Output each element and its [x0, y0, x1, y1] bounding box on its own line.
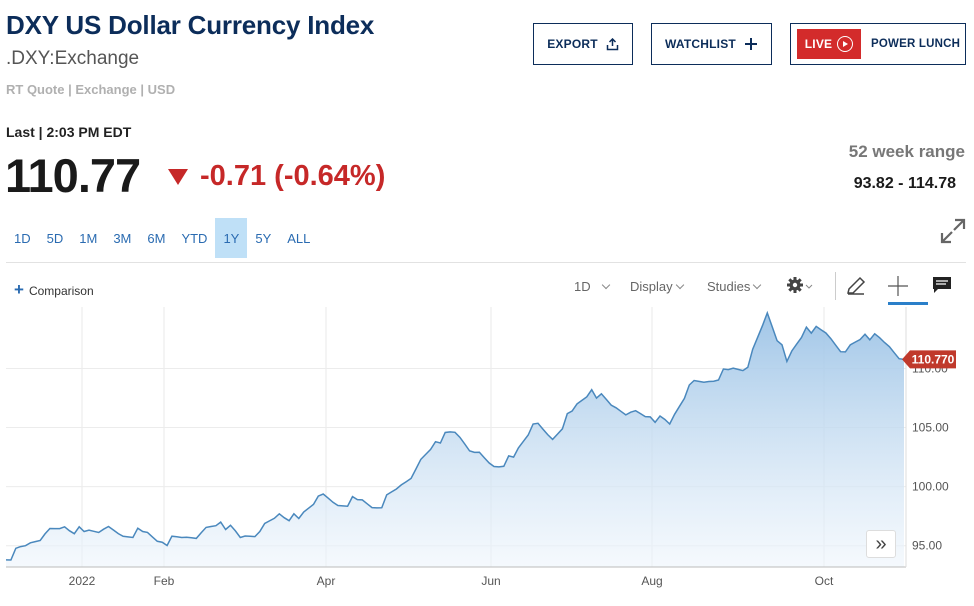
- comparison-label: Comparison: [28, 284, 94, 298]
- last-trade-time: Last | 2:03 PM EDT: [6, 124, 132, 140]
- display-label: Display: [630, 279, 673, 294]
- x-tick-label: Oct: [815, 574, 834, 588]
- price-area: [6, 312, 904, 567]
- plus-icon: [744, 37, 758, 51]
- range-tab-all[interactable]: ALL: [287, 230, 311, 246]
- chart-toolbar: + Comparison 1D Display Studies: [6, 268, 966, 305]
- crosshair-icon[interactable]: [886, 274, 910, 298]
- display-dropdown[interactable]: Display: [630, 279, 684, 294]
- comparison-button[interactable]: + Comparison: [14, 280, 94, 300]
- page-title: DXY US Dollar Currency Index: [6, 10, 375, 40]
- chevron-down-icon: [753, 280, 762, 290]
- x-tick-label: Feb: [154, 574, 175, 588]
- last-value-label: 110.770: [912, 352, 955, 366]
- toolbar-divider: [835, 272, 836, 300]
- time-range-selector: 1D 5D 1M 3M 6M YTD 1Y 5Y ALL: [6, 218, 318, 258]
- week-range-label: 52 week range: [848, 142, 965, 161]
- range-tab-ytd[interactable]: YTD: [181, 230, 208, 246]
- price-change: -0.71 (-0.64%): [168, 160, 385, 193]
- week-range-value: 93.82 - 114.78: [853, 175, 956, 192]
- power-lunch-label: POWER LUNCH: [871, 38, 961, 50]
- comment-icon[interactable]: [930, 274, 954, 298]
- play-circle-icon: [837, 36, 854, 52]
- live-badge: LIVE: [797, 29, 861, 59]
- double-chevron-right-icon[interactable]: »: [866, 530, 896, 558]
- watchlist-button[interactable]: WATCHLIST: [651, 23, 772, 65]
- share-upload-icon: [606, 37, 619, 51]
- x-tick-label: 2022: [69, 574, 96, 588]
- last-value-tag: [902, 350, 956, 369]
- down-triangle-icon: [168, 168, 188, 185]
- interval-label: 1D: [574, 279, 591, 294]
- gear-icon[interactable]: [786, 274, 813, 298]
- plus-icon: +: [14, 280, 24, 299]
- interval-dropdown[interactable]: 1D: [574, 279, 610, 294]
- studies-dropdown[interactable]: Studies: [707, 279, 762, 294]
- expand-icon[interactable]: [940, 218, 966, 244]
- live-label: LIVE: [804, 37, 833, 51]
- range-tab-5y[interactable]: 5Y: [255, 230, 272, 246]
- x-tick-label: Apr: [317, 574, 336, 588]
- power-lunch-button[interactable]: LIVE POWER LUNCH: [790, 23, 966, 65]
- symbol-label: .DXY:Exchange: [6, 48, 140, 69]
- export-label: EXPORT: [547, 37, 598, 51]
- watchlist-label: WATCHLIST: [665, 37, 736, 51]
- chevron-down-icon: [675, 280, 684, 290]
- studies-label: Studies: [707, 279, 751, 294]
- last-price: 110.77: [5, 149, 141, 202]
- pencil-icon[interactable]: [844, 274, 868, 298]
- export-button[interactable]: EXPORT: [533, 23, 633, 65]
- range-tab-1y[interactable]: 1Y: [215, 218, 248, 258]
- range-tab-1m[interactable]: 1M: [79, 230, 98, 246]
- quote-meta: RT Quote | Exchange | USD: [6, 82, 176, 97]
- y-tick-label: 95.00: [912, 539, 942, 553]
- crosshair-active-indicator: [888, 302, 928, 305]
- price-change-value: -0.71 (-0.64%): [200, 160, 386, 192]
- range-tab-3m[interactable]: 3M: [113, 230, 132, 246]
- x-tick-label: Jun: [481, 574, 500, 588]
- range-tab-6m[interactable]: 6M: [147, 230, 166, 246]
- divider: [6, 262, 966, 263]
- x-tick-label: Aug: [641, 574, 662, 588]
- y-tick-label: 100.00: [912, 480, 949, 494]
- y-tick-label: 105.00: [912, 421, 949, 435]
- chevron-down-icon: [601, 280, 610, 290]
- range-tab-5d[interactable]: 5D: [46, 230, 64, 246]
- range-tab-1d[interactable]: 1D: [14, 230, 31, 246]
- price-line: [6, 310, 905, 561]
